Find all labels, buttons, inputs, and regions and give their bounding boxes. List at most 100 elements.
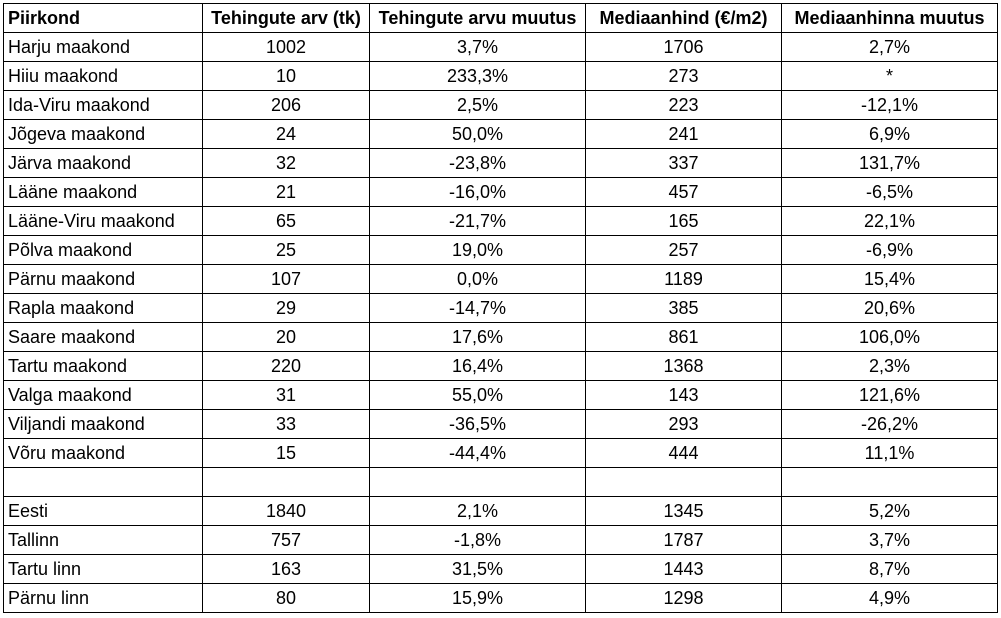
table-row: Tartu maakond 220 16,4% 1368 2,3%	[3, 351, 998, 381]
header-median-price-change: Mediaanhinna muutus	[781, 3, 998, 33]
cell-transaction-count: 757	[202, 525, 370, 555]
cell-region: Lääne-Viru maakond	[3, 206, 203, 236]
cell-region: Harju maakond	[3, 32, 203, 62]
cell-median-price-change: 8,7%	[781, 554, 998, 584]
header-row: Piirkond Tehingute arv (tk) Tehingute ar…	[3, 3, 998, 33]
cell-transaction-change	[369, 467, 586, 497]
real-estate-table: Piirkond Tehingute arv (tk) Tehingute ar…	[3, 3, 998, 613]
cell-median-price: 1787	[585, 525, 782, 555]
cell-transaction-change: 0,0%	[369, 264, 586, 294]
cell-median-price-change: -6,5%	[781, 177, 998, 207]
cell-median-price-change: 6,9%	[781, 119, 998, 149]
header-median-price: Mediaanhind (€/m2)	[585, 3, 782, 33]
cell-transaction-count	[202, 467, 370, 497]
cell-region: Võru maakond	[3, 438, 203, 468]
cell-median-price: 241	[585, 119, 782, 149]
cell-median-price-change: -26,2%	[781, 409, 998, 439]
cell-region	[3, 467, 203, 497]
table-row: Võru maakond 15 -44,4% 444 11,1%	[3, 438, 998, 468]
cell-region: Pärnu linn	[3, 583, 203, 613]
cell-median-price-change	[781, 467, 998, 497]
table-row: Jõgeva maakond 24 50,0% 241 6,9%	[3, 119, 998, 149]
cell-median-price-change: 2,3%	[781, 351, 998, 381]
cell-median-price: 223	[585, 90, 782, 120]
cell-region: Tartu maakond	[3, 351, 203, 381]
cell-median-price-change: -12,1%	[781, 90, 998, 120]
cell-region: Tartu linn	[3, 554, 203, 584]
cell-region: Pärnu maakond	[3, 264, 203, 294]
cell-median-price-change: 5,2%	[781, 496, 998, 526]
cell-transaction-count: 24	[202, 119, 370, 149]
table-row: Lääne-Viru maakond 65 -21,7% 165 22,1%	[3, 206, 998, 236]
cell-transaction-change: -44,4%	[369, 438, 586, 468]
cell-transaction-count: 65	[202, 206, 370, 236]
cell-median-price-change: *	[781, 61, 998, 91]
cell-transaction-count: 107	[202, 264, 370, 294]
table-row: Pärnu linn 80 15,9% 1298 4,9%	[3, 583, 998, 613]
cell-median-price-change: 22,1%	[781, 206, 998, 236]
cell-median-price: 165	[585, 206, 782, 236]
cell-transaction-count: 206	[202, 90, 370, 120]
cell-transaction-change: -36,5%	[369, 409, 586, 439]
cell-transaction-change: 19,0%	[369, 235, 586, 265]
cell-transaction-count: 21	[202, 177, 370, 207]
cell-median-price: 257	[585, 235, 782, 265]
cell-region: Saare maakond	[3, 322, 203, 352]
cell-transaction-change: 2,5%	[369, 90, 586, 120]
cell-median-price: 1345	[585, 496, 782, 526]
table-row: Rapla maakond 29 -14,7% 385 20,6%	[3, 293, 998, 323]
cell-median-price-change: 3,7%	[781, 525, 998, 555]
cell-transaction-change: 2,1%	[369, 496, 586, 526]
cell-transaction-count: 1840	[202, 496, 370, 526]
table-row: Pärnu maakond 107 0,0% 1189 15,4%	[3, 264, 998, 294]
cell-region: Eesti	[3, 496, 203, 526]
cell-median-price-change: 121,6%	[781, 380, 998, 410]
cell-region: Põlva maakond	[3, 235, 203, 265]
cell-median-price: 861	[585, 322, 782, 352]
table-row: Tallinn 757 -1,8% 1787 3,7%	[3, 525, 998, 555]
cell-region: Viljandi maakond	[3, 409, 203, 439]
cell-transaction-count: 33	[202, 409, 370, 439]
table-row: Saare maakond 20 17,6% 861 106,0%	[3, 322, 998, 352]
cell-transaction-change: 3,7%	[369, 32, 586, 62]
cell-transaction-count: 220	[202, 351, 370, 381]
table-row-empty	[3, 467, 998, 497]
cell-region: Jõgeva maakond	[3, 119, 203, 149]
cell-median-price-change: 106,0%	[781, 322, 998, 352]
table-body: Harju maakond 1002 3,7% 1706 2,7% Hiiu m…	[3, 32, 998, 613]
cell-median-price: 293	[585, 409, 782, 439]
cell-region: Tallinn	[3, 525, 203, 555]
cell-median-price: 457	[585, 177, 782, 207]
cell-transaction-change: 233,3%	[369, 61, 586, 91]
cell-median-price-change: 2,7%	[781, 32, 998, 62]
cell-median-price: 1298	[585, 583, 782, 613]
cell-transaction-change: 31,5%	[369, 554, 586, 584]
cell-median-price-change: 4,9%	[781, 583, 998, 613]
cell-median-price-change: 20,6%	[781, 293, 998, 323]
cell-transaction-change: 55,0%	[369, 380, 586, 410]
cell-transaction-count: 80	[202, 583, 370, 613]
cell-median-price-change: -6,9%	[781, 235, 998, 265]
cell-transaction-change: -16,0%	[369, 177, 586, 207]
cell-region: Järva maakond	[3, 148, 203, 178]
cell-median-price: 273	[585, 61, 782, 91]
cell-transaction-count: 163	[202, 554, 370, 584]
cell-region: Lääne maakond	[3, 177, 203, 207]
cell-region: Hiiu maakond	[3, 61, 203, 91]
table-row: Lääne maakond 21 -16,0% 457 -6,5%	[3, 177, 998, 207]
cell-transaction-change: 17,6%	[369, 322, 586, 352]
cell-median-price: 143	[585, 380, 782, 410]
table-row: Järva maakond 32 -23,8% 337 131,7%	[3, 148, 998, 178]
cell-transaction-count: 25	[202, 235, 370, 265]
cell-median-price: 1189	[585, 264, 782, 294]
cell-transaction-count: 10	[202, 61, 370, 91]
cell-region: Valga maakond	[3, 380, 203, 410]
table-row: Viljandi maakond 33 -36,5% 293 -26,2%	[3, 409, 998, 439]
cell-median-price-change: 11,1%	[781, 438, 998, 468]
cell-transaction-change: -21,7%	[369, 206, 586, 236]
table-row: Hiiu maakond 10 233,3% 273 *	[3, 61, 998, 91]
cell-transaction-count: 1002	[202, 32, 370, 62]
cell-transaction-change: -23,8%	[369, 148, 586, 178]
cell-median-price-change: 131,7%	[781, 148, 998, 178]
table-row: Valga maakond 31 55,0% 143 121,6%	[3, 380, 998, 410]
